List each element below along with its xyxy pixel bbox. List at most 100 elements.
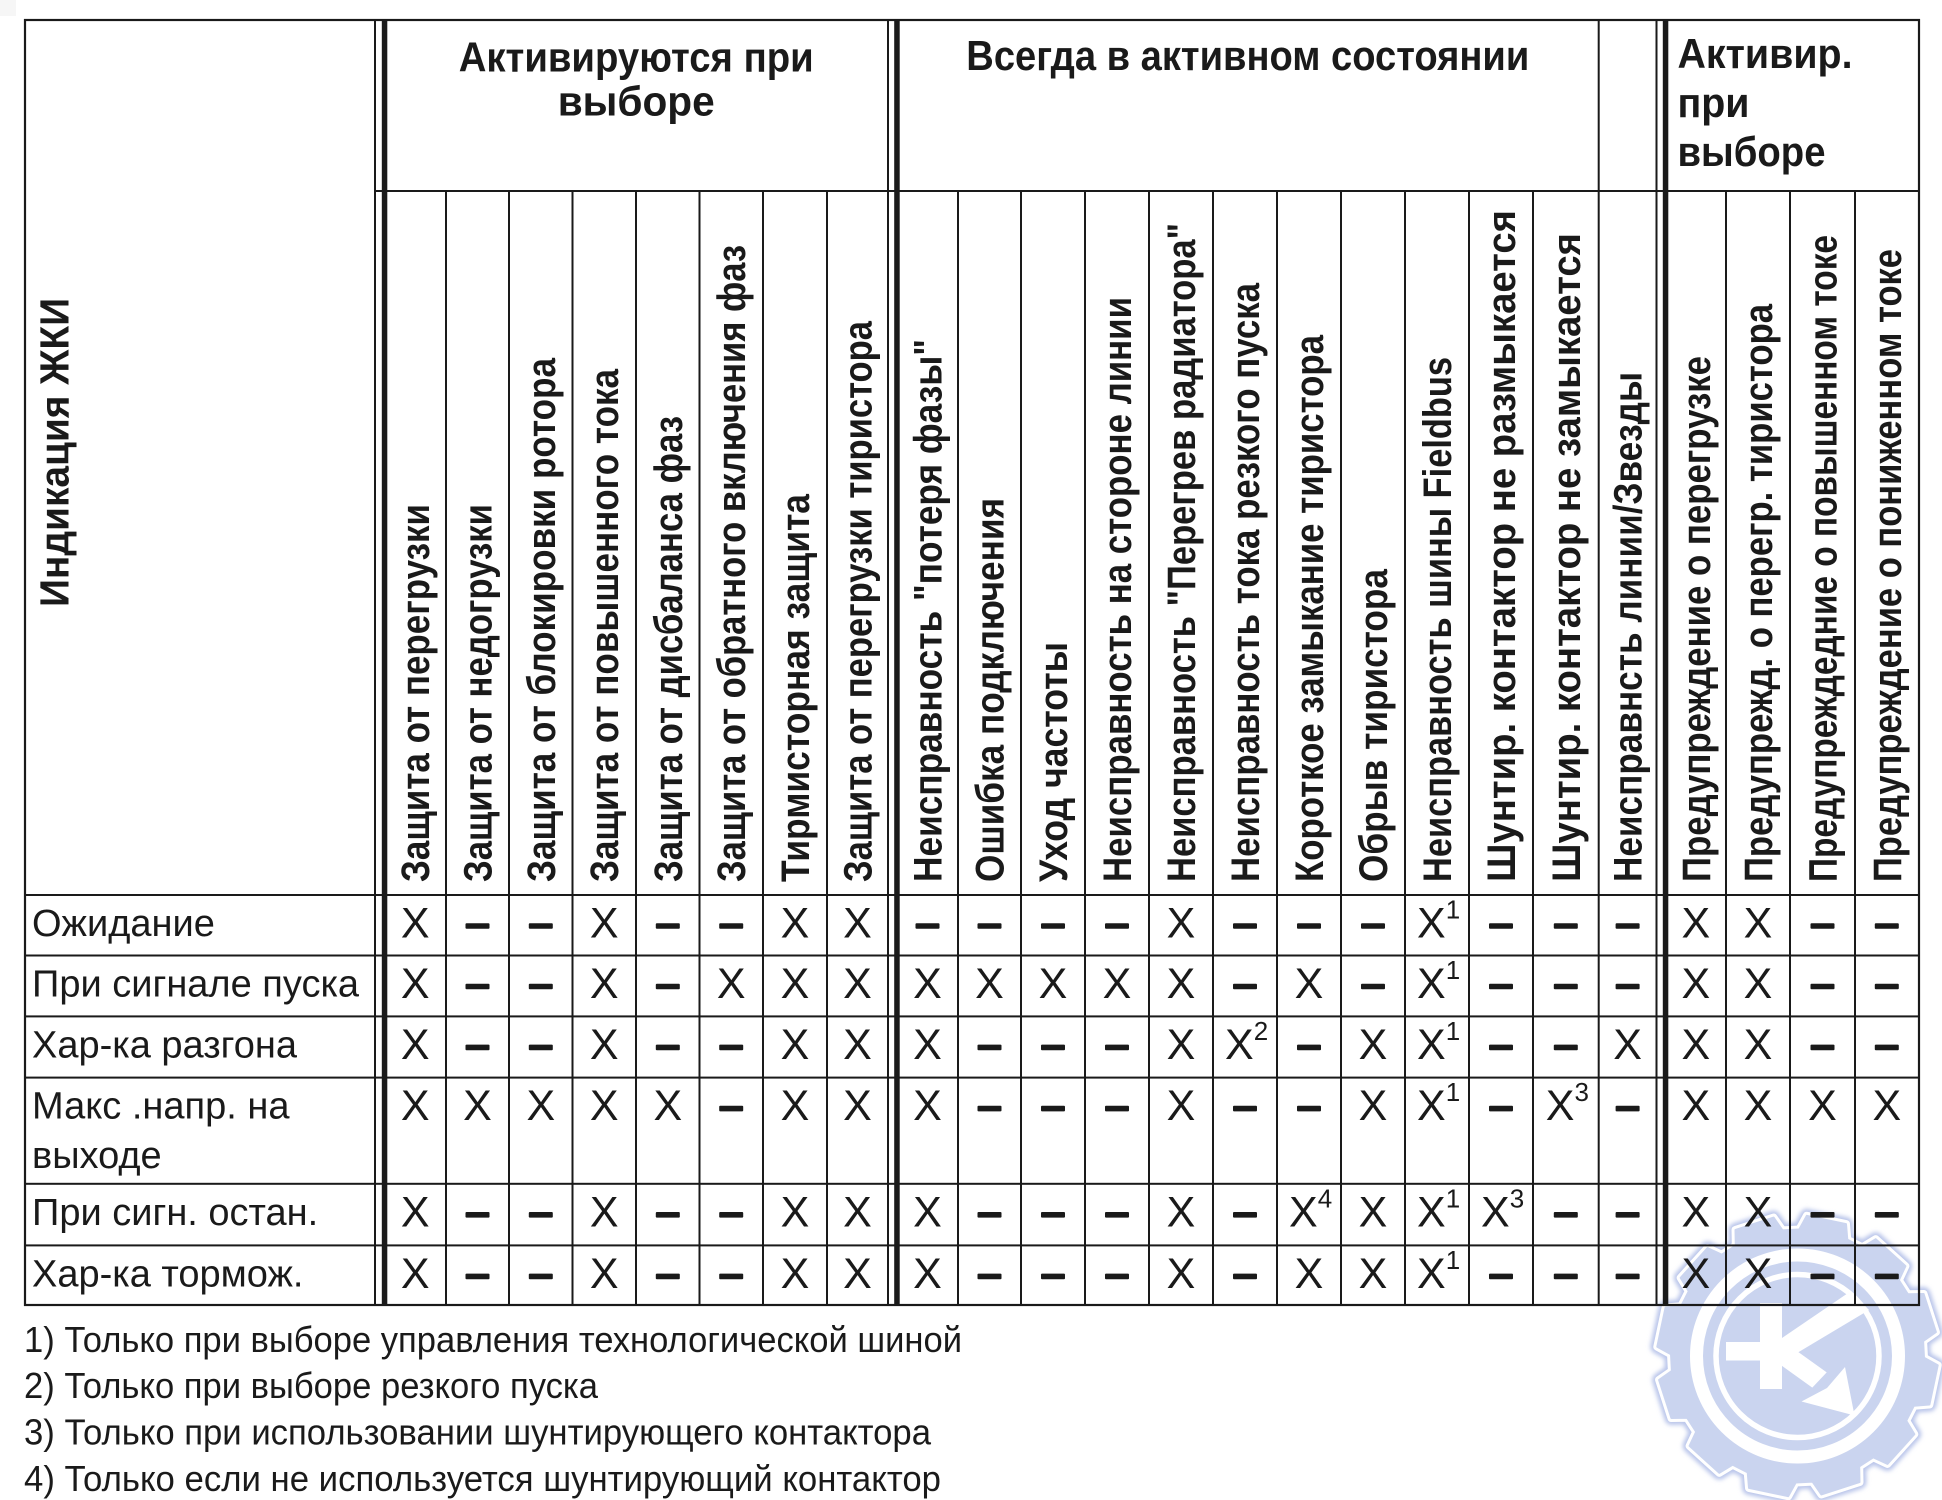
svg-text:X: X (913, 1250, 942, 1298)
svg-text:Активируются при: Активируются при (459, 34, 814, 81)
svg-text:X: X (975, 960, 1004, 1008)
svg-text:Индикация ЖКИ: Индикация ЖКИ (32, 298, 78, 607)
svg-text:X: X (1872, 1082, 1901, 1130)
svg-text:X: X (1681, 900, 1710, 948)
svg-text:X: X (1681, 960, 1710, 1008)
svg-text:X: X (843, 1250, 872, 1298)
svg-text:Защита от обратного включения: Защита от обратного включения фаз (710, 245, 754, 882)
svg-text:Защита от повышенного тока: Защита от повышенного тока (583, 368, 627, 882)
svg-text:X: X (590, 900, 619, 948)
svg-text:X: X (913, 1188, 942, 1236)
svg-text:X: X (843, 1188, 872, 1236)
svg-text:Предупреждение о пониженном то: Предупреждение о пониженном токе (1866, 249, 1910, 882)
svg-text:X: X (1613, 1021, 1642, 1069)
svg-text:X: X (843, 1021, 872, 1069)
svg-text:X: X (781, 960, 810, 1008)
svg-text:Шунтир. контактор не размыкает: Шунтир. контактор не размыкается (1480, 210, 1524, 882)
svg-text:Неисправность "Перегрев радиат: Неисправность "Перегрев радиатора" (1160, 223, 1204, 882)
svg-text:X: X (1167, 960, 1196, 1008)
svg-text:Короткое замыкание тиристора: Короткое замыкание тиристора (1288, 334, 1332, 882)
svg-text:X: X (401, 1250, 430, 1298)
svg-text:X: X (1359, 1082, 1388, 1130)
svg-text:Хар-ка разгона: Хар-ка разгона (32, 1024, 298, 1066)
svg-text:Защита от дисбаланса фаз: Защита от дисбаланса фаз (647, 416, 691, 882)
svg-text:Неисправность тока резкого пус: Неисправность тока резкого пуска (1224, 282, 1268, 882)
svg-text:X: X (401, 960, 430, 1008)
svg-text:3) Только при использовании шу: 3) Только при использовании шунтирующего… (24, 1412, 932, 1453)
svg-text:X: X (1039, 960, 1068, 1008)
svg-text:X: X (590, 1082, 619, 1130)
svg-text:X: X (1744, 960, 1773, 1008)
svg-text:X: X (590, 1021, 619, 1069)
svg-text:Шунтир. контактор не замыкаетс: Шунтир. контактор не замыкается (1545, 233, 1589, 882)
svg-text:X: X (1167, 1250, 1196, 1298)
svg-text:X: X (1359, 1250, 1388, 1298)
svg-text:X: X (1681, 1082, 1710, 1130)
svg-text:X: X (590, 960, 619, 1008)
svg-text:X: X (1103, 960, 1132, 1008)
svg-text:X: X (401, 1082, 430, 1130)
svg-text:X: X (463, 1082, 492, 1130)
svg-text:X: X (1295, 1250, 1324, 1298)
svg-text:Неисправность шины Fieldbus: Неисправность шины Fieldbus (1416, 357, 1460, 882)
svg-text:X: X (913, 960, 942, 1008)
svg-text:X: X (526, 1082, 555, 1130)
svg-text:X: X (1808, 1082, 1837, 1130)
svg-text:X: X (913, 1082, 942, 1130)
svg-text:выборе: выборе (1678, 128, 1826, 175)
svg-text:Макс .напр. на: Макс .напр. на (32, 1086, 290, 1128)
svg-text:Предупреждение о перегрузке: Предупреждение о перегрузке (1675, 356, 1719, 882)
svg-text:Ошибка подключения: Ошибка подключения (969, 498, 1013, 882)
svg-text:Хар-ка тормож.: Хар-ка тормож. (32, 1253, 303, 1295)
svg-text:X: X (1359, 1188, 1388, 1236)
svg-text:Защита от блокировки ротора: Защита от блокировки ротора (520, 357, 564, 882)
svg-text:Неисправность на стороне линии: Неисправность на стороне линии (1096, 297, 1140, 882)
svg-text:Неисправность "потеря фазы": Неисправность "потеря фазы" (907, 339, 951, 882)
svg-text:При сигн. остан.: При сигн. остан. (32, 1192, 318, 1234)
svg-text:X: X (1744, 1021, 1773, 1069)
svg-text:X: X (401, 900, 430, 948)
svg-text:выборе: выборе (558, 78, 715, 125)
svg-text:X: X (1167, 1188, 1196, 1236)
svg-text:X: X (1744, 1082, 1773, 1130)
svg-text:X: X (781, 900, 810, 948)
svg-text:X: X (401, 1021, 430, 1069)
svg-text:Активир.: Активир. (1678, 30, 1853, 77)
svg-text:При сигнале пуска: При сигнале пуска (32, 964, 360, 1006)
svg-text:Защита от недогрузки: Защита от недогрузки (457, 504, 501, 882)
svg-text:X: X (1744, 1188, 1773, 1236)
svg-text:Уход частоты: Уход частоты (1032, 642, 1076, 882)
svg-text:X: X (1681, 1250, 1710, 1298)
svg-text:Ожидание: Ожидание (32, 903, 215, 945)
svg-text:Предупрежд. о перегр. тиристор: Предупрежд. о перегр. тиристора (1737, 303, 1781, 882)
svg-text:X: X (590, 1250, 619, 1298)
svg-text:X: X (1295, 960, 1324, 1008)
svg-text:X: X (781, 1021, 810, 1069)
svg-text:выходе: выходе (32, 1135, 162, 1177)
svg-text:Обрыв тиристора: Обрыв тиристора (1352, 568, 1396, 882)
svg-text:Защита от перегрузки тиристора: Защита от перегрузки тиристора (837, 320, 881, 882)
svg-text:X: X (653, 1082, 682, 1130)
svg-text:X: X (590, 1188, 619, 1236)
svg-text:Защита от перегрузки: Защита от перегрузки (394, 504, 438, 882)
svg-text:при: при (1678, 79, 1750, 126)
svg-text:X: X (843, 960, 872, 1008)
svg-text:X: X (1744, 900, 1773, 948)
svg-text:X: X (1681, 1188, 1710, 1236)
svg-text:1) Только при выборе управлени: 1) Только при выборе управления технолог… (24, 1319, 962, 1360)
svg-text:X: X (843, 900, 872, 948)
svg-text:Всегда в активном состоянии: Всегда в активном состоянии (966, 32, 1529, 79)
svg-text:2) Только при выборе резкого п: 2) Только при выборе резкого пуска (24, 1365, 599, 1406)
svg-text:X: X (781, 1082, 810, 1130)
svg-text:4) Только если не используется: 4) Только если не используется шунтирующ… (24, 1458, 941, 1499)
svg-text:X: X (1359, 1021, 1388, 1069)
svg-text:X: X (1167, 1082, 1196, 1130)
svg-text:X: X (717, 960, 746, 1008)
svg-text:X: X (401, 1188, 430, 1236)
svg-text:Неисправнсть линии/Звезды: Неисправнсть линии/Звезды (1607, 372, 1651, 882)
svg-text:X: X (1681, 1021, 1710, 1069)
svg-text:X: X (1167, 900, 1196, 948)
svg-text:X: X (781, 1250, 810, 1298)
svg-text:X: X (843, 1082, 872, 1130)
svg-text:X: X (1744, 1250, 1773, 1298)
